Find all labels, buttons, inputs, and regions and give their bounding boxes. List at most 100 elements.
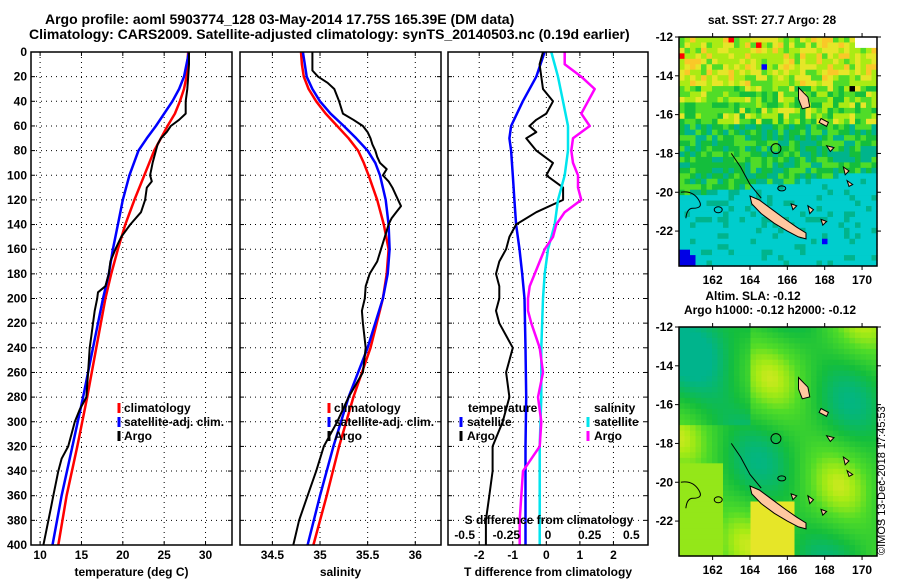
heatmap-cell bbox=[849, 113, 856, 120]
heatmap-cell bbox=[717, 249, 724, 256]
heatmap-cell bbox=[811, 354, 818, 361]
heatmap-cell bbox=[712, 151, 719, 158]
heatmap-cell bbox=[706, 200, 713, 207]
heatmap-cell bbox=[822, 69, 829, 76]
heatmap-cell bbox=[772, 69, 779, 76]
heatmap-cell bbox=[783, 195, 790, 202]
heatmap-cell bbox=[712, 80, 719, 87]
heatmap-cell bbox=[860, 550, 867, 557]
heatmap-cell bbox=[849, 135, 856, 142]
heatmap-cell bbox=[690, 512, 697, 519]
heatmap-cell bbox=[822, 255, 829, 262]
heatmap-cell bbox=[690, 343, 697, 350]
heatmap-cell bbox=[833, 107, 840, 114]
heatmap-cell bbox=[717, 47, 724, 54]
heatmap-cell bbox=[712, 419, 719, 426]
heatmap-cell bbox=[745, 58, 752, 65]
heatmap-cell bbox=[717, 337, 724, 344]
x-tick-label: 170 bbox=[852, 563, 872, 577]
heatmap-cell bbox=[778, 75, 785, 82]
heatmap-cell bbox=[739, 436, 746, 443]
heatmap-cell bbox=[717, 151, 724, 158]
heatmap-cell bbox=[767, 446, 774, 453]
heatmap-cell bbox=[805, 129, 812, 136]
secondary-tick-label: 0 bbox=[545, 528, 552, 542]
heatmap-cell bbox=[860, 69, 867, 76]
heatmap-cell bbox=[717, 392, 724, 399]
heatmap-cell bbox=[849, 75, 856, 82]
heatmap-cell bbox=[701, 233, 708, 240]
heatmap-cell bbox=[844, 425, 851, 432]
heatmap-cell bbox=[794, 156, 801, 163]
heatmap-cell bbox=[778, 69, 785, 76]
heatmap-cell bbox=[789, 216, 796, 223]
heatmap-cell bbox=[723, 403, 730, 410]
heatmap-cell bbox=[750, 436, 757, 443]
heatmap-cell bbox=[717, 233, 724, 240]
heatmap-cell bbox=[712, 501, 719, 508]
heatmap-cell bbox=[701, 42, 708, 49]
heatmap-cell bbox=[805, 403, 812, 410]
heatmap-cell bbox=[756, 452, 763, 459]
heatmap-cell bbox=[723, 359, 730, 366]
heatmap-cell bbox=[712, 227, 719, 234]
heatmap-cell bbox=[695, 222, 702, 229]
heatmap-cell bbox=[822, 140, 829, 147]
heatmap-cell bbox=[849, 195, 856, 202]
heatmap-cell bbox=[778, 474, 785, 481]
heatmap-cell bbox=[783, 58, 790, 65]
heatmap-cell bbox=[745, 156, 752, 163]
heatmap-cell bbox=[789, 118, 796, 125]
heatmap-cell bbox=[695, 96, 702, 104]
heatmap-cell bbox=[827, 86, 834, 93]
x-tick-label: 164 bbox=[740, 563, 760, 577]
heatmap-cell bbox=[800, 408, 807, 415]
heatmap-cell bbox=[712, 162, 719, 169]
heatmap-cell bbox=[717, 64, 724, 71]
heatmap-cell bbox=[739, 332, 746, 339]
heatmap-cell bbox=[783, 140, 790, 147]
land-island bbox=[798, 86, 811, 110]
heatmap-cell bbox=[871, 249, 878, 256]
heatmap-cell bbox=[805, 479, 812, 486]
y-tick-label: 140 bbox=[7, 218, 27, 232]
heatmap-cell bbox=[734, 332, 741, 339]
heatmap-cell bbox=[695, 64, 702, 71]
heatmap-cell bbox=[844, 64, 851, 71]
heatmap-cell bbox=[783, 534, 790, 541]
heatmap-cell bbox=[778, 227, 785, 234]
heatmap-cell bbox=[827, 474, 834, 481]
heatmap-cell bbox=[833, 430, 840, 437]
heatmap-cell bbox=[811, 156, 818, 163]
heatmap-cell bbox=[750, 211, 757, 218]
heatmap-cell bbox=[728, 550, 735, 557]
heatmap-cell bbox=[734, 255, 741, 262]
heatmap-cell bbox=[695, 227, 702, 234]
heatmap-cell bbox=[712, 42, 719, 49]
heatmap-cell bbox=[712, 222, 719, 229]
heatmap-cell bbox=[838, 146, 845, 153]
heatmap-cell bbox=[855, 146, 862, 153]
heatmap-cell bbox=[789, 140, 796, 147]
heatmap-cell bbox=[723, 485, 730, 492]
heatmap-cell bbox=[706, 75, 713, 82]
heatmap-cell bbox=[860, 113, 867, 120]
heatmap-cell bbox=[723, 534, 730, 541]
heatmap-cell bbox=[811, 211, 818, 218]
heatmap-cell bbox=[833, 53, 840, 60]
heatmap-cell bbox=[860, 75, 867, 82]
heatmap-cell bbox=[756, 359, 763, 366]
heatmap-cell bbox=[684, 452, 691, 459]
heatmap-cell bbox=[772, 260, 779, 267]
heatmap-cell bbox=[679, 436, 686, 443]
heatmap-cell bbox=[844, 58, 851, 65]
heatmap-cell bbox=[750, 135, 757, 142]
heatmap-cell bbox=[679, 200, 686, 207]
heatmap-cell bbox=[860, 501, 867, 508]
heatmap-cell bbox=[756, 457, 763, 464]
heatmap-cell bbox=[690, 129, 697, 136]
heatmap-cell bbox=[745, 255, 752, 262]
heatmap-cell bbox=[712, 64, 719, 71]
heatmap-cell bbox=[712, 211, 719, 218]
heatmap-cell bbox=[805, 534, 812, 541]
